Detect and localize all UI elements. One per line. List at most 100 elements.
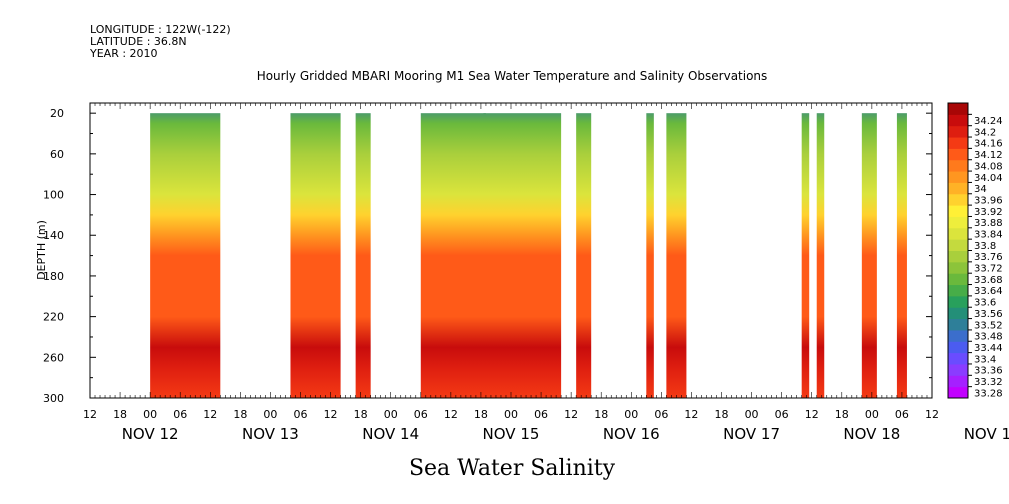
metadata-block: LONGITUDE : 122W(-122) LATITUDE : 36.8N … <box>90 24 231 60</box>
x-tick-label: 06 <box>534 408 548 421</box>
data-block <box>576 113 592 398</box>
colorbar-swatch <box>948 114 968 127</box>
colorbar-label: 33.56 <box>974 309 1003 320</box>
x-axis-label: Sea Water Salinity <box>409 456 616 481</box>
x-tick-label: 18 <box>113 408 127 421</box>
x-tick-label: 12 <box>83 408 97 421</box>
longitude-label: LONGITUDE : 122W(-122) <box>90 23 231 36</box>
colorbar-label: 33.48 <box>974 332 1003 343</box>
colorbar-label: 33.72 <box>974 264 1003 275</box>
x-tick-label: 12 <box>564 408 578 421</box>
data-block <box>896 113 907 398</box>
colorbar-label: 34.16 <box>974 139 1003 150</box>
data-block <box>816 113 825 398</box>
colorbar-label: 34.2 <box>974 127 996 138</box>
x-day-label: NOV 17 <box>723 425 780 443</box>
colorbar: 33.2833.3233.3633.433.4433.4833.5233.563… <box>947 102 1003 399</box>
colorbar-swatch <box>948 363 968 376</box>
colorbar-swatch <box>948 352 968 365</box>
x-day-label: NOV 13 <box>242 425 299 443</box>
colorbar-swatch <box>948 318 968 331</box>
colorbar-label: 33.4 <box>974 354 996 365</box>
x-tick-label: 12 <box>805 408 819 421</box>
colorbar-swatch <box>948 103 968 115</box>
colorbar-label: 34.12 <box>974 150 1003 161</box>
x-tick-label: 06 <box>654 408 668 421</box>
data-block <box>420 113 486 398</box>
x-tick-label: 00 <box>263 408 277 421</box>
data-block <box>861 113 877 398</box>
colorbar-label: 33.64 <box>974 286 1003 297</box>
x-day-label: NOV 16 <box>603 425 660 443</box>
colorbar-label: 34 <box>974 184 987 195</box>
chart-title: Hourly Gridded MBARI Mooring M1 Sea Wate… <box>257 69 768 83</box>
colorbar-swatch <box>948 193 968 206</box>
x-tick-label: 00 <box>384 408 398 421</box>
x-tick-label: 18 <box>594 408 608 421</box>
data-block <box>483 113 562 398</box>
colorbar-swatch <box>948 375 968 388</box>
x-tick-label: 06 <box>173 408 187 421</box>
colorbar-label: 33.88 <box>974 218 1003 229</box>
y-axis-label: DEPTH (m) <box>35 220 48 280</box>
x-tick-label: 12 <box>203 408 217 421</box>
colorbar-swatch <box>948 205 968 217</box>
x-tick-label: 18 <box>474 408 488 421</box>
x-tick-label: 12 <box>925 408 939 421</box>
colorbar-label: 33.84 <box>974 229 1003 240</box>
y-tick-label: 220 <box>43 311 64 324</box>
colorbar-swatch <box>948 171 968 183</box>
x-day-label: NOV 18 <box>843 425 900 443</box>
x-tick-label: 06 <box>414 408 428 421</box>
colorbar-label: 33.44 <box>974 343 1003 354</box>
colorbar-label: 33.68 <box>974 275 1003 286</box>
colorbar-swatch <box>948 250 968 263</box>
colorbar-label: 33.32 <box>974 377 1003 388</box>
x-tick-label: 06 <box>775 408 789 421</box>
data-block <box>355 113 371 398</box>
colorbar-swatch <box>948 148 968 161</box>
x-day-label: NOV 12 <box>122 425 179 443</box>
x-tick-label: 18 <box>715 408 729 421</box>
latitude-label: LATITUDE : 36.8N <box>90 35 187 48</box>
x-tick-label: 18 <box>354 408 368 421</box>
colorbar-label: 33.76 <box>974 252 1003 263</box>
data-block <box>801 113 810 398</box>
y-tick-label: 180 <box>43 270 64 283</box>
colorbar-label: 33.6 <box>974 298 996 309</box>
colorbar-label: 33.92 <box>974 207 1003 218</box>
y-tick-label: 60 <box>50 148 64 161</box>
colorbar-swatch <box>948 137 968 149</box>
x-tick-label: 00 <box>143 408 157 421</box>
colorbar-swatch <box>948 216 968 229</box>
x-tick-label: 18 <box>835 408 849 421</box>
x-tick-label: 00 <box>865 408 879 421</box>
colorbar-label: 34.04 <box>974 173 1003 184</box>
colorbar-swatch <box>948 227 968 240</box>
colorbar-label: 33.96 <box>974 195 1003 206</box>
data-block <box>150 113 221 398</box>
x-tick-label: 00 <box>624 408 638 421</box>
colorbar-swatch <box>948 239 968 251</box>
colorbar-label: 34.08 <box>974 161 1003 172</box>
y-tick-label: 300 <box>43 392 64 405</box>
y-tick-label: 100 <box>43 189 64 202</box>
data-block <box>666 113 687 398</box>
colorbar-swatch <box>948 341 968 354</box>
colorbar-swatch <box>948 295 968 308</box>
y-tick-label: 260 <box>43 351 64 364</box>
x-tick-label: 06 <box>294 408 308 421</box>
colorbar-label: 33.28 <box>974 388 1003 399</box>
colorbar-swatch <box>948 159 968 172</box>
x-day-label: NOV 15 <box>483 425 540 443</box>
x-tick-label: 12 <box>444 408 458 421</box>
colorbar-swatch <box>948 386 968 399</box>
colorbar-swatch <box>948 273 968 286</box>
data-block <box>290 113 341 398</box>
y-tick-label: 140 <box>43 229 64 242</box>
colorbar-swatch <box>948 329 968 342</box>
colorbar-swatch <box>948 284 968 297</box>
x-tick-label: 12 <box>684 408 698 421</box>
x-tick-label: 18 <box>233 408 247 421</box>
